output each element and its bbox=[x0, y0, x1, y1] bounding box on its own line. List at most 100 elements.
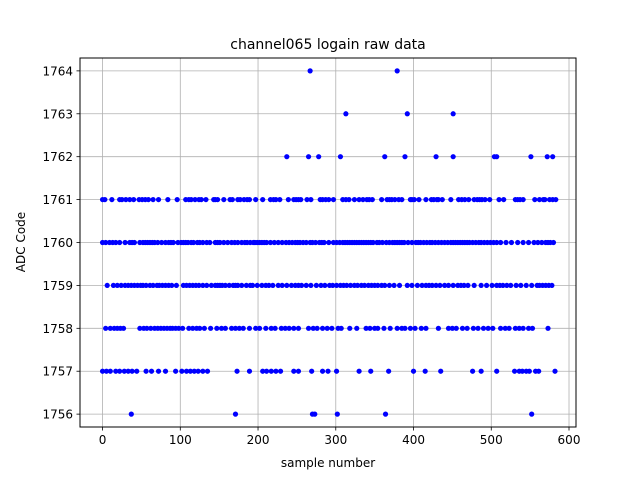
y-axis-ticks: 1756 1757 1758 1759 1760 1761 1762 1763 1764 bbox=[42, 64, 80, 422]
data-point bbox=[523, 282, 529, 289]
data-point bbox=[450, 282, 456, 289]
data-point bbox=[354, 325, 360, 331]
data-point bbox=[536, 368, 542, 374]
data-point bbox=[225, 239, 231, 246]
x-tick-label: 600 bbox=[558, 433, 581, 447]
data-point bbox=[308, 282, 314, 289]
x-tick-label: 100 bbox=[169, 433, 192, 447]
data-point bbox=[208, 325, 214, 331]
data-point bbox=[494, 154, 500, 160]
data-point bbox=[435, 196, 441, 203]
data-point bbox=[246, 368, 253, 374]
data-point bbox=[120, 325, 127, 331]
x-tick-label: 200 bbox=[247, 433, 270, 447]
data-point bbox=[347, 325, 353, 331]
data-point bbox=[295, 368, 302, 374]
data-point bbox=[387, 325, 393, 331]
data-point bbox=[545, 325, 551, 331]
data-point bbox=[253, 196, 259, 203]
data-point bbox=[394, 68, 400, 74]
y-tick-label: 1757 bbox=[42, 365, 73, 379]
data-point bbox=[118, 282, 124, 289]
data-point bbox=[198, 196, 204, 203]
data-point bbox=[542, 196, 548, 203]
data-point bbox=[318, 282, 324, 289]
x-tick-label: 0 bbox=[99, 433, 107, 447]
data-point bbox=[550, 239, 557, 246]
data-point bbox=[506, 325, 512, 331]
data-point bbox=[232, 411, 239, 417]
data-point bbox=[144, 325, 150, 331]
data-point bbox=[256, 325, 263, 331]
data-point bbox=[464, 325, 470, 331]
data-point bbox=[525, 239, 532, 246]
y-axis-label: ADC Code bbox=[14, 212, 28, 272]
data-point bbox=[367, 325, 373, 331]
data-point bbox=[263, 368, 270, 374]
data-point bbox=[267, 239, 274, 246]
data-point bbox=[113, 368, 119, 374]
y-tick-label: 1758 bbox=[42, 322, 73, 336]
y-tick-label: 1756 bbox=[42, 408, 73, 422]
data-point bbox=[333, 282, 340, 289]
data-point bbox=[204, 368, 211, 374]
data-point bbox=[344, 282, 350, 289]
data-point bbox=[394, 325, 400, 331]
data-point bbox=[110, 282, 117, 289]
data-point bbox=[407, 325, 414, 331]
data-point bbox=[236, 325, 242, 331]
data-point bbox=[401, 239, 407, 246]
data-point bbox=[291, 325, 297, 331]
y-tick-label: 1759 bbox=[42, 279, 73, 293]
data-point bbox=[375, 325, 381, 331]
data-point bbox=[121, 368, 127, 374]
data-point bbox=[494, 368, 500, 374]
data-point bbox=[448, 196, 454, 203]
x-tick-label: 500 bbox=[480, 433, 503, 447]
data-point bbox=[553, 196, 559, 203]
x-tick-label: 300 bbox=[324, 433, 347, 447]
data-point bbox=[354, 282, 361, 289]
data-point bbox=[439, 196, 445, 203]
data-point bbox=[502, 325, 508, 331]
data-point bbox=[536, 196, 543, 203]
data-point bbox=[402, 325, 408, 331]
data-point bbox=[316, 154, 322, 160]
data-point bbox=[549, 282, 555, 289]
data-point bbox=[268, 325, 274, 331]
data-point bbox=[471, 282, 477, 289]
data-point bbox=[208, 282, 214, 289]
data-point bbox=[319, 368, 326, 374]
y-tick-label: 1761 bbox=[42, 193, 73, 207]
data-point bbox=[363, 325, 369, 331]
data-point bbox=[535, 239, 541, 246]
data-point bbox=[173, 282, 180, 289]
data-point bbox=[109, 196, 115, 203]
data-point bbox=[475, 325, 481, 331]
data-point bbox=[229, 196, 235, 203]
data-point bbox=[346, 196, 352, 203]
data-point bbox=[148, 368, 155, 374]
data-point bbox=[497, 325, 504, 331]
data-point bbox=[279, 239, 285, 246]
data-point bbox=[351, 196, 358, 203]
data-point bbox=[260, 368, 266, 374]
data-point bbox=[169, 282, 175, 289]
data-point bbox=[195, 368, 201, 374]
data-point bbox=[466, 196, 472, 203]
data-point bbox=[131, 239, 138, 246]
data-point bbox=[137, 325, 143, 331]
data-point bbox=[382, 282, 388, 289]
data-point bbox=[128, 411, 134, 417]
data-point bbox=[520, 325, 526, 331]
data-point bbox=[442, 282, 448, 289]
data-point bbox=[478, 368, 484, 374]
data-point bbox=[382, 154, 388, 160]
data-point bbox=[305, 154, 312, 160]
data-point bbox=[503, 239, 509, 246]
data-point bbox=[379, 196, 385, 203]
data-point bbox=[313, 282, 319, 289]
data-point bbox=[465, 282, 471, 289]
data-point bbox=[528, 154, 534, 160]
